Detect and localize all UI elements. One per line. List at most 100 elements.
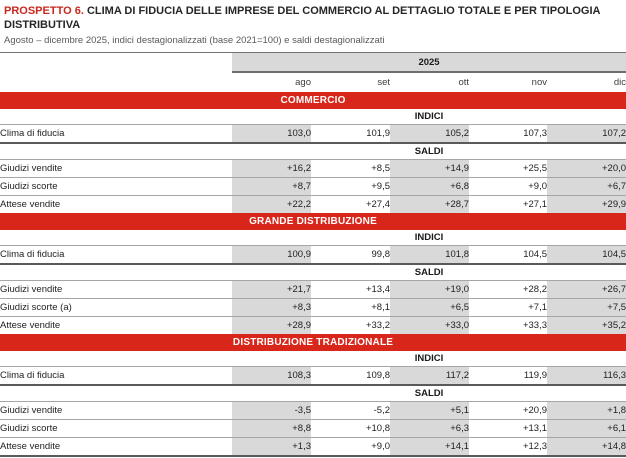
empty-corner-cell — [0, 72, 232, 92]
section-band-label: GRANDE DISTRIBUZIONE — [0, 213, 626, 230]
subheader-indici-label: INDICI — [232, 230, 626, 246]
page-title-text: CLIMA DI FIDUCIA DELLE IMPRESE DEL COMME… — [4, 5, 601, 31]
value-cell: +6,8 — [390, 177, 469, 196]
value-cell: 107,2 — [547, 124, 626, 144]
row-label: Giudizi vendite — [0, 280, 232, 299]
value-cell: +21,7 — [232, 280, 311, 299]
value-cell: 103,0 — [232, 124, 311, 144]
value-cell: 107,3 — [469, 124, 547, 144]
value-cell: +33,2 — [365, 320, 390, 331]
value-cell: +35,2 — [547, 316, 626, 334]
value-cell: +7,1 — [469, 298, 547, 317]
empty-cell — [0, 351, 232, 367]
value-cell: +28,2 — [469, 280, 547, 299]
value-cell: +28,7 — [390, 195, 469, 213]
row-label: Giudizi scorte — [0, 177, 232, 196]
row-label: Clima di fiducia — [0, 245, 232, 265]
table-row: Giudizi vendite +21,7 +13,4 +19,0 +28,2 … — [0, 280, 626, 299]
value-cell: 119,9 — [469, 366, 547, 386]
value-cell: +8,5 — [311, 159, 390, 178]
page-title: PROSPETTO 6. CLIMA DI FIDUCIA DELLE IMPR… — [4, 4, 606, 32]
prospetto-number-label: PROSPETTO 6. — [4, 5, 84, 17]
value-cell: +9,0 — [311, 437, 390, 457]
table-row: Clima di fiducia 108,3 109,8 117,2 119,9… — [0, 366, 626, 386]
month-header-nov: nov — [531, 77, 547, 88]
section-band-label: COMMERCIO — [0, 92, 626, 109]
value-cell: +6,7 — [547, 177, 626, 196]
page-subtitle: Agosto – dicembre 2025, indici destagion… — [4, 35, 385, 46]
value-cell: 99,8 — [311, 245, 390, 265]
value-cell: +29,9 — [547, 195, 626, 213]
value-cell: 116,3 — [547, 366, 626, 386]
subheader-indici: INDICI — [0, 109, 626, 125]
value-cell: +33,3 — [522, 320, 547, 331]
row-label: Clima di fiducia — [0, 366, 232, 386]
row-label: Giudizi scorte — [0, 419, 232, 438]
value-cell: +27,4 — [365, 199, 390, 210]
empty-cell — [0, 230, 232, 246]
year-header-cell: 2025 — [232, 52, 626, 73]
value-cell: +14,1 — [390, 437, 469, 457]
value-cell: +8,7 — [232, 177, 311, 196]
value-cell: +14,9 — [390, 159, 469, 178]
subheader-indici-label: INDICI — [232, 351, 626, 367]
value-cell: +9,5 — [311, 177, 390, 196]
section-band-commercio: COMMERCIO — [0, 92, 626, 109]
section-band-grande-distribuzione: GRANDE DISTRIBUZIONE — [0, 213, 626, 230]
table-row: Attese vendite +1,3 +9,0 +14,1 +12,3 +14… — [0, 437, 626, 457]
month-header-ago: ago — [295, 77, 311, 88]
value-cell: +10,8 — [311, 419, 390, 438]
value-cell: 105,2 — [390, 124, 469, 144]
table-row: Attese vendite +28,9 +33,2 +33,0 +33,3 +… — [0, 316, 626, 334]
value-cell: -5,2 — [311, 401, 390, 420]
value-cell: -3,5 — [232, 401, 311, 420]
value-cell: +27,1 — [522, 199, 547, 210]
value-cell: 101,8 — [390, 245, 469, 265]
value-cell: +13,1 — [469, 419, 547, 438]
row-label: Giudizi vendite — [0, 401, 232, 420]
subheader-saldi-label: SALDI — [232, 264, 626, 281]
value-cell: +8,1 — [311, 298, 390, 317]
value-cell: +33,0 — [390, 316, 469, 334]
section-band-distribuzione-tradizionale: DISTRIBUZIONE TRADIZIONALE — [0, 334, 626, 351]
value-cell: +5,1 — [390, 401, 469, 420]
month-header-row: ago set ott nov dic — [0, 72, 626, 92]
subheader-saldi: SALDI — [0, 143, 626, 160]
year-header-row: 2025 — [0, 52, 626, 73]
value-cell: +8,3 — [232, 298, 311, 317]
subheader-saldi: SALDI — [0, 385, 626, 402]
empty-cell — [0, 264, 232, 281]
table-row: Giudizi vendite +16,2 +8,5 +14,9 +25,5 +… — [0, 159, 626, 178]
row-label: Attese vendite — [0, 199, 61, 210]
subheader-indici: INDICI — [0, 351, 626, 367]
row-label: Giudizi vendite — [0, 159, 232, 178]
value-cell: +20,9 — [469, 401, 547, 420]
value-cell: +8,8 — [232, 419, 311, 438]
table-row: Clima di fiducia 103,0 101,9 105,2 107,3… — [0, 124, 626, 144]
table-row: Attese vendite +22,2 +27,4 +28,7 +27,1 +… — [0, 195, 626, 213]
row-label: Giudizi scorte (a) — [0, 298, 232, 317]
section-band-label: DISTRIBUZIONE TRADIZIONALE — [0, 334, 626, 351]
value-cell: +6,5 — [390, 298, 469, 317]
value-cell: +1,8 — [547, 401, 626, 420]
value-cell: 100,9 — [232, 245, 311, 265]
row-label: Clima di fiducia — [0, 124, 232, 144]
subheader-saldi-label: SALDI — [232, 385, 626, 402]
value-cell: +26,7 — [547, 280, 626, 299]
subheader-saldi-label: SALDI — [232, 143, 626, 160]
row-label: Attese vendite — [0, 320, 61, 331]
value-cell: +6,3 — [390, 419, 469, 438]
subheader-indici: INDICI — [0, 230, 626, 246]
table-row: Giudizi scorte (a) +8,3 +8,1 +6,5 +7,1 +… — [0, 298, 626, 317]
value-cell: +1,3 — [232, 437, 311, 457]
value-cell: +28,9 — [232, 316, 311, 334]
value-cell: +16,2 — [232, 159, 311, 178]
value-cell: +9,0 — [469, 177, 547, 196]
value-cell: 108,3 — [232, 366, 311, 386]
month-header-ott: ott — [458, 77, 469, 88]
row-label: Attese vendite — [0, 437, 232, 457]
table-row: Giudizi scorte +8,7 +9,5 +6,8 +9,0 +6,7 — [0, 177, 626, 196]
value-cell: +13,4 — [311, 280, 390, 299]
data-table: 2025 ago set ott nov dic COMMERCIO INDIC… — [0, 52, 626, 457]
value-cell: 101,9 — [311, 124, 390, 144]
